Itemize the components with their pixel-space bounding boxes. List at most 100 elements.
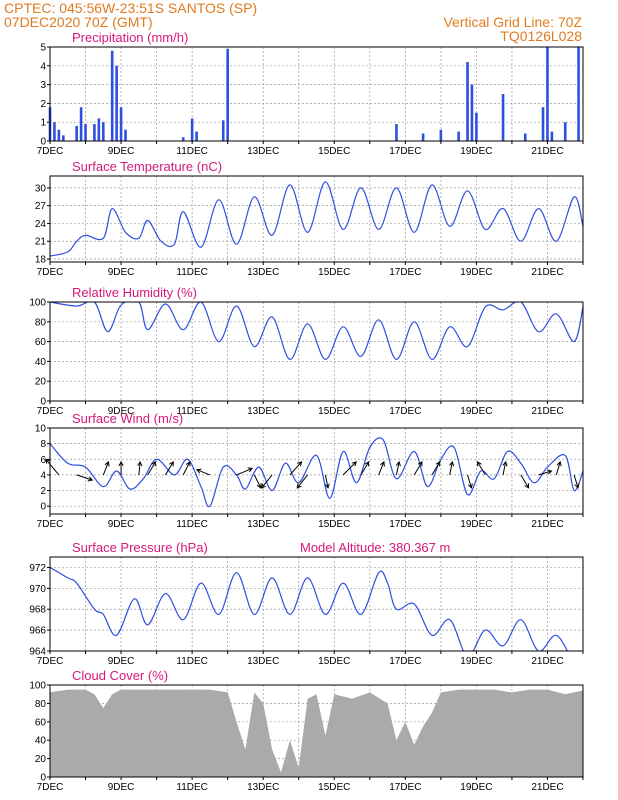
- y-tick-label: 40: [35, 736, 47, 747]
- precip-bar: [79, 107, 83, 141]
- y-tick-label: 1: [40, 118, 46, 129]
- precip-bar: [75, 125, 78, 141]
- y-tick-label: 0: [40, 502, 46, 513]
- precip-bar: [395, 124, 398, 141]
- x-tick-label: 17DEC: [389, 267, 421, 278]
- precip-bar: [577, 47, 580, 141]
- wind-arrow: [324, 474, 329, 489]
- precip-bar: [84, 124, 87, 141]
- precip-bar: [62, 135, 65, 141]
- precip-bar: [190, 118, 194, 141]
- x-tick-label: 19DEC: [460, 519, 492, 530]
- x-tick-label: 21DEC: [531, 656, 563, 667]
- x-tick-label: 9DEC: [108, 519, 135, 530]
- x-tick-label: 11DEC: [176, 519, 208, 530]
- x-tick-label: 15DEC: [318, 146, 350, 157]
- wind-arrow: [360, 461, 370, 476]
- precip-bar: [93, 124, 96, 141]
- wind-arrow-head: [169, 461, 174, 467]
- wind-arrow-head: [256, 483, 262, 489]
- precip-bar: [501, 94, 505, 141]
- x-tick-label: 21DEC: [531, 146, 563, 157]
- x-tick-label: 19DEC: [460, 146, 492, 157]
- wind-arrow: [413, 461, 423, 476]
- wind-arrow-head: [87, 476, 94, 482]
- y-tick-label: 0: [40, 773, 46, 784]
- x-tick-label: 17DEC: [389, 656, 421, 667]
- precip-bar: [102, 122, 105, 141]
- precip-bar: [53, 122, 56, 141]
- wind-arrow-head: [261, 483, 266, 489]
- x-tick-label: 11DEC: [176, 267, 208, 278]
- wind-arrow-head: [380, 460, 385, 467]
- y-tick-label: 0: [40, 137, 46, 148]
- x-tick-label: 13DEC: [247, 146, 279, 157]
- wind-arrow: [538, 470, 552, 476]
- wind-arrow: [296, 474, 309, 489]
- wind-line: [50, 437, 583, 508]
- wind-arrow-head: [364, 461, 370, 467]
- panel-title: Surface Wind (m/s): [72, 411, 183, 426]
- y-tick-label: 964: [29, 647, 46, 658]
- wind-arrow: [261, 474, 273, 489]
- x-tick-label: 15DEC: [318, 782, 350, 793]
- x-tick-label: 17DEC: [389, 406, 421, 417]
- x-tick-label: 19DEC: [460, 656, 492, 667]
- y-tick-label: 100: [29, 681, 46, 692]
- y-tick-label: 4: [40, 61, 46, 72]
- header-grid-line: Vertical Grid Line: 70Z: [443, 14, 582, 30]
- wind-arrow-head: [351, 461, 357, 467]
- wind-arrow: [502, 461, 507, 476]
- panel-humidity: 0 20 40 60 80 100 7DEC 9DEC 11DEC 13DEC 15DEC 17DEC…: [29, 285, 584, 417]
- x-tick-label: 15DEC: [318, 519, 350, 530]
- wind-arrow: [342, 461, 357, 476]
- header-run-time: 07DEC2020 70Z (GMT): [4, 14, 153, 30]
- precip-bar: [439, 129, 443, 141]
- y-tick-label: 2: [40, 99, 46, 110]
- precip-bar: [221, 120, 225, 141]
- panel-frame: [49, 556, 584, 652]
- wind-arrow-head: [435, 461, 441, 467]
- wind-arrow-head: [467, 483, 473, 489]
- precip-bar: [563, 122, 567, 141]
- y-tick-label: 21: [35, 237, 47, 248]
- wind-arrow-head: [45, 458, 51, 464]
- x-tick-label: 21DEC: [531, 782, 563, 793]
- wind-arrow: [236, 467, 253, 476]
- wind-arrow-head: [547, 469, 553, 475]
- x-tick-label: 9DEC: [108, 782, 135, 793]
- x-tick-label: 17DEC: [389, 782, 421, 793]
- precip-bar: [119, 107, 123, 141]
- wind-arrow: [449, 461, 453, 476]
- x-tick-label: 19DEC: [460, 782, 492, 793]
- wind-arrow-head: [417, 461, 423, 467]
- x-tick-label: 11DEC: [176, 146, 208, 157]
- wind-arrow: [477, 461, 486, 476]
- x-tick-label: 15DEC: [318, 406, 350, 417]
- precip-bar: [110, 50, 114, 142]
- wind-arrow-head: [137, 460, 143, 467]
- precip-bar: [470, 84, 474, 141]
- wind-arrow: [431, 461, 441, 476]
- wind-arrow: [378, 461, 385, 476]
- y-tick-label: 30: [35, 183, 47, 194]
- x-tick-label: 7DEC: [37, 146, 64, 157]
- y-tick-label: 5: [40, 43, 46, 54]
- x-tick-label: 7DEC: [37, 406, 64, 417]
- x-tick-label: 13DEC: [247, 267, 279, 278]
- y-tick-label: 4: [40, 470, 46, 481]
- y-tick-label: 100: [29, 298, 46, 309]
- panel-title: Surface Pressure (hPa): [72, 540, 208, 555]
- x-tick-label: 21DEC: [531, 519, 563, 530]
- wind-arrow: [182, 461, 191, 476]
- wind-arrow: [196, 469, 211, 476]
- x-tick-label: 13DEC: [247, 782, 279, 793]
- precip-bar: [550, 131, 554, 141]
- y-tick-label: 18: [35, 255, 47, 266]
- pressure-line: [50, 566, 583, 651]
- x-tick-label: 11DEC: [176, 406, 208, 417]
- wind-arrow-head: [296, 483, 302, 489]
- y-tick-label: 2: [40, 486, 46, 497]
- y-tick-label: 40: [35, 357, 47, 368]
